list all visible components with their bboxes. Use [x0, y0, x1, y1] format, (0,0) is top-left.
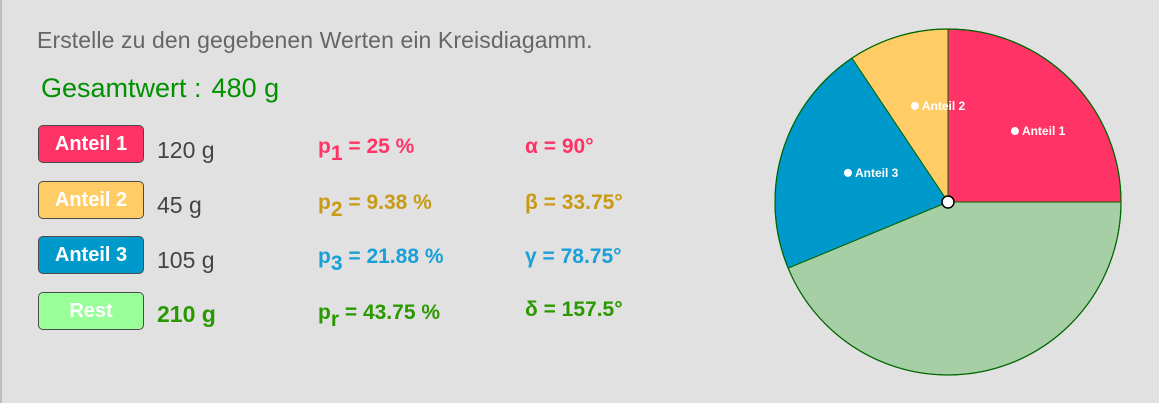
pie-slice-label: Anteil 2: [922, 99, 966, 113]
percent-text: = 43.75 %: [339, 301, 441, 324]
anteil-3-button-label: Anteil 3: [54, 243, 128, 266]
rest-button[interactable]: Rest: [38, 292, 144, 330]
anteil-3-angle: γ = 78.75°: [525, 245, 622, 268]
anteil-2-button[interactable]: Anteil 2: [38, 181, 144, 219]
percent-text: = 21.88 %: [342, 245, 444, 268]
anteil-2-value: 45 g: [157, 192, 202, 218]
p-symbol: p: [318, 191, 331, 214]
left-edge: [0, 0, 2, 403]
total-amount: 480 g: [211, 73, 280, 103]
anteil-2-angle: β = 33.75°: [525, 191, 623, 214]
anteil-3-button[interactable]: Anteil 3: [38, 236, 144, 274]
p-symbol: p: [318, 301, 331, 324]
rest-value: 210 g: [157, 301, 216, 327]
p-symbol: p: [318, 245, 331, 268]
pie-slice: [947, 28, 1122, 203]
p-subscript: r: [330, 308, 340, 331]
anteil-2-percent: p2 = 9.38 %: [318, 191, 432, 221]
anteil-1-button-label: Anteil 1: [54, 132, 128, 155]
rest-button-label: Rest: [69, 299, 113, 322]
percent-text: = 9.38 %: [342, 191, 432, 214]
p-symbol: p: [318, 135, 331, 158]
total-value: Gesamtwert : 480 g: [41, 73, 279, 104]
anteil-1-angle: α = 90°: [525, 135, 594, 158]
pie-slices: [774, 28, 1122, 376]
percent-text: = 25 %: [342, 135, 415, 158]
anteil-3-value: 105 g: [157, 247, 215, 273]
anteil-1-percent: p1 = 25 %: [318, 135, 415, 165]
p-subscript: 3: [330, 252, 343, 275]
total-label: Gesamtwert :: [41, 73, 202, 103]
anteil-3-percent: p3 = 21.88 %: [318, 245, 444, 275]
pie-label-dot: [843, 168, 852, 177]
pie-label-dot: [1010, 127, 1019, 136]
anteil-1-button[interactable]: Anteil 1: [38, 125, 144, 163]
pie-slice-label: Anteil 3: [855, 166, 899, 180]
anteil-2-button-label: Anteil 2: [54, 188, 128, 211]
rest-angle: δ = 157.5°: [525, 298, 623, 321]
p-subscript: 1: [330, 142, 343, 165]
instruction-text: Erstelle zu den gegebenen Werten ein Kre…: [37, 27, 593, 53]
pie-outline: [774, 28, 1122, 376]
anteil-1-value: 120 g: [157, 137, 215, 163]
rest-percent: pr = 43.75 %: [318, 301, 441, 331]
pie-labels: Anteil 1 Anteil 2 Anteil 3: [843, 99, 1066, 180]
pie-label-dot: [910, 101, 919, 110]
p-subscript: 2: [330, 198, 343, 221]
pie-slice-label: Anteil 1: [1022, 124, 1066, 138]
pie-center-point: [941, 195, 955, 209]
